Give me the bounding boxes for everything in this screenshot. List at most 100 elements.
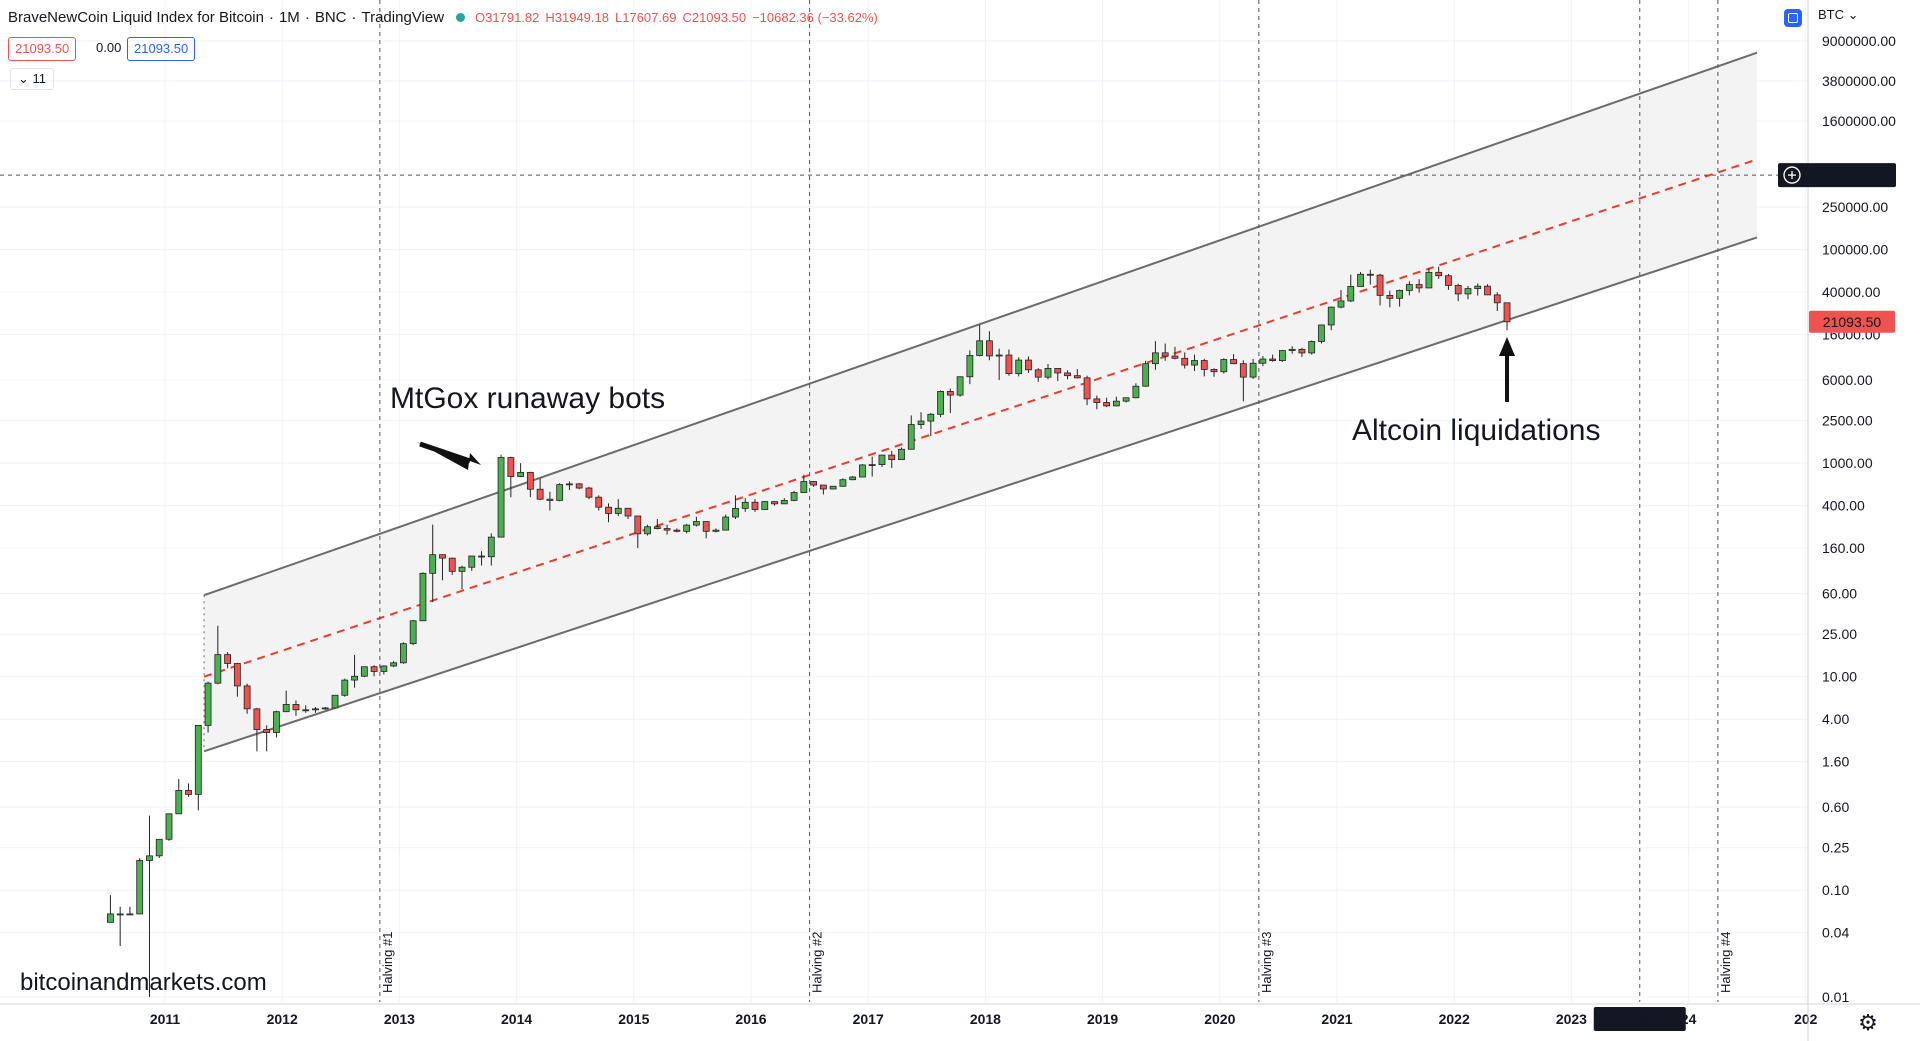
candle[interactable] (341, 678, 349, 697)
candle[interactable] (605, 503, 612, 523)
candle[interactable] (1347, 274, 1355, 303)
candle[interactable] (1484, 284, 1491, 296)
candle[interactable] (1493, 292, 1501, 312)
candle[interactable] (1171, 346, 1179, 360)
channel-mid-line[interactable] (203, 158, 1758, 678)
candle[interactable] (419, 572, 427, 622)
candle[interactable] (1044, 364, 1052, 380)
candle[interactable] (478, 551, 485, 566)
candle[interactable] (839, 478, 847, 487)
candle[interactable] (380, 665, 388, 675)
candle[interactable] (1103, 397, 1110, 408)
candle[interactable] (351, 654, 358, 688)
candle[interactable] (1435, 266, 1443, 279)
candle[interactable] (360, 666, 368, 678)
candle[interactable] (1259, 356, 1267, 367)
candle[interactable] (1288, 346, 1296, 354)
candle[interactable] (624, 507, 632, 519)
candle[interactable] (1337, 289, 1345, 309)
candle[interactable] (780, 498, 788, 505)
candle[interactable] (761, 501, 769, 510)
currency-toggle-icon[interactable] (1784, 9, 1802, 27)
candle[interactable] (1073, 369, 1081, 379)
candle[interactable] (1054, 368, 1062, 382)
candle[interactable] (732, 495, 739, 519)
symbol-name[interactable]: BraveNewCoin Liquid Index for Bitcoin (8, 9, 264, 26)
candle[interactable] (1210, 368, 1218, 377)
candle[interactable] (693, 516, 700, 527)
candle[interactable] (800, 474, 808, 494)
candle[interactable] (1415, 279, 1423, 293)
candle[interactable] (1093, 395, 1101, 410)
candle[interactable] (1327, 306, 1335, 331)
candle[interactable] (517, 463, 524, 478)
candle[interactable] (917, 412, 925, 429)
candle[interactable] (331, 694, 339, 709)
candle[interactable] (1376, 273, 1384, 306)
candle[interactable] (126, 906, 134, 916)
candle[interactable] (1034, 368, 1042, 382)
candle[interactable] (1064, 370, 1071, 380)
candle[interactable] (1191, 354, 1198, 372)
candle[interactable] (526, 471, 534, 498)
candle[interactable] (165, 813, 173, 841)
candle[interactable] (487, 533, 495, 566)
candle[interactable] (771, 501, 778, 506)
candle[interactable] (390, 661, 398, 668)
settings-gear-icon[interactable]: ⚙ (1858, 1010, 1878, 1035)
candle[interactable] (1405, 281, 1413, 296)
candle[interactable] (175, 779, 183, 815)
candle[interactable] (878, 454, 886, 468)
candle[interactable] (263, 725, 271, 752)
candle[interactable] (273, 710, 280, 738)
candle[interactable] (849, 475, 857, 481)
candle[interactable] (888, 451, 896, 469)
interval-label[interactable]: 1M (278, 9, 300, 26)
channel-upper-line[interactable] (203, 51, 1758, 597)
candle[interactable] (1142, 360, 1150, 387)
channel-lower-line[interactable] (203, 236, 1758, 753)
candle[interactable] (1181, 352, 1189, 369)
candle[interactable] (810, 481, 817, 487)
candle[interactable] (819, 484, 827, 495)
candle[interactable] (653, 519, 661, 530)
candle[interactable] (1454, 283, 1462, 302)
candle[interactable] (107, 895, 114, 923)
candle[interactable] (751, 499, 759, 512)
candle[interactable] (1161, 343, 1169, 361)
candle[interactable] (1132, 383, 1140, 399)
candle[interactable] (370, 665, 378, 677)
candle[interactable] (1112, 396, 1120, 407)
candle[interactable] (292, 700, 300, 716)
candle[interactable] (907, 415, 915, 450)
candle[interactable] (585, 486, 593, 500)
candle[interactable] (136, 858, 144, 915)
candle[interactable] (468, 555, 476, 571)
candle[interactable] (1464, 285, 1472, 300)
candle[interactable] (546, 491, 554, 511)
candle[interactable] (185, 783, 192, 797)
candle[interactable] (1220, 358, 1228, 374)
candle[interactable] (1503, 302, 1511, 331)
candle[interactable] (683, 523, 691, 534)
candle[interactable] (429, 524, 437, 603)
currency-selector[interactable]: BTC ⌄ (1818, 7, 1859, 23)
candle[interactable] (829, 485, 837, 490)
buy-price-button[interactable]: 21093.50 (127, 37, 196, 61)
candle[interactable] (1396, 289, 1403, 307)
candle[interactable] (1357, 272, 1364, 287)
candle[interactable] (722, 514, 730, 531)
candle[interactable] (321, 707, 329, 710)
candle[interactable] (1122, 397, 1130, 403)
candle[interactable] (1298, 347, 1306, 357)
candle[interactable] (1425, 268, 1433, 289)
candle[interactable] (155, 838, 163, 859)
candle[interactable] (1318, 324, 1325, 344)
candle[interactable] (702, 521, 710, 539)
candle[interactable] (644, 524, 651, 536)
candle[interactable] (898, 447, 905, 461)
candle[interactable] (1015, 357, 1023, 377)
candle[interactable] (1152, 341, 1159, 370)
candle[interactable] (976, 324, 984, 357)
